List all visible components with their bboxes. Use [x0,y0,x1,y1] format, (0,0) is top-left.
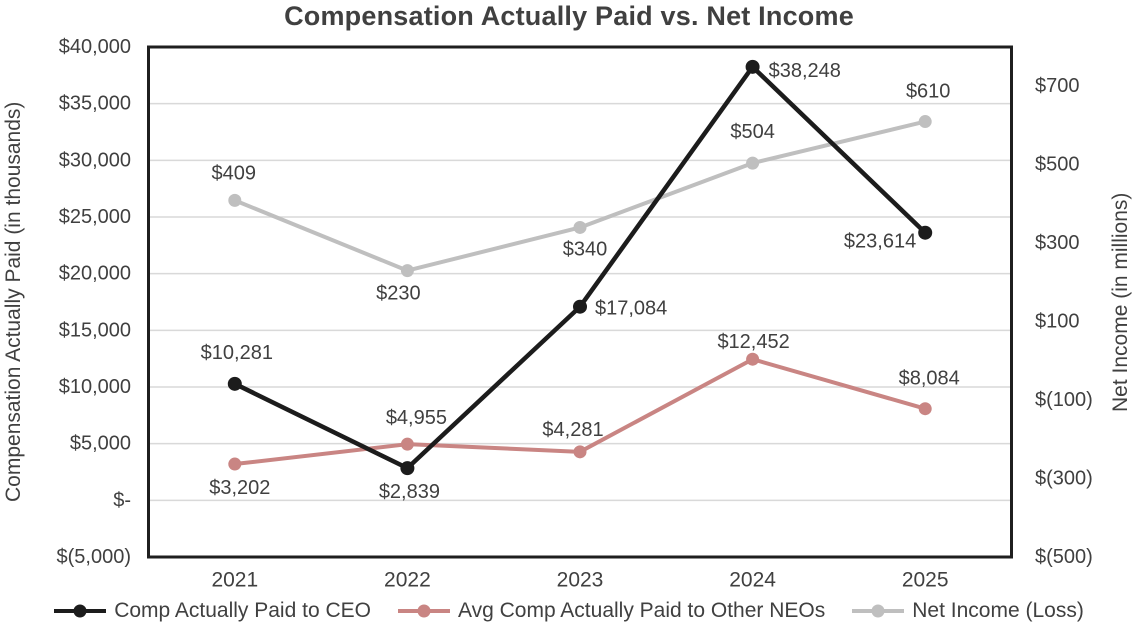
x-axis-tick-label: 2022 [384,569,431,592]
data-point [573,299,587,314]
legend-dot-icon [871,604,885,617]
legend: Comp Actually Paid to CEO Avg Comp Actual… [0,597,1138,624]
legend-item: Net Income (Loss) [852,599,1084,623]
data-point [745,59,760,74]
right-axis-tick-label: $(100) [1035,389,1093,411]
right-axis-tick-label: $(500) [1035,546,1093,568]
data-label: $4,281 [542,419,603,441]
legend-label: Comp Actually Paid to CEO [114,598,371,622]
data-point [918,115,932,129]
data-label: $409 [212,162,257,184]
data-point [573,220,587,234]
data-label: $12,452 [717,331,789,353]
data-point [228,193,242,207]
legend-marker-icon [397,604,450,617]
left-axis-tick-label: $- [113,489,131,511]
data-point [746,352,760,366]
legend-label: Net Income (Loss) [912,598,1084,622]
legend-item: Comp Actually Paid to CEO [54,599,371,623]
data-point [400,461,415,476]
right-axis-tick-label: $500 [1035,154,1080,176]
legend-dot-icon [73,604,87,617]
data-point [227,376,242,391]
right-axis-tick-label: $(300) [1035,468,1093,490]
data-label: $230 [376,283,421,305]
legend-marker-icon [54,604,107,617]
right-axis-tick-label: $100 [1035,311,1080,333]
left-axis-tick-label: $35,000 [59,93,131,115]
x-axis-tick-label: 2023 [557,569,604,592]
left-axis-tick-label: $40,000 [59,36,131,58]
data-label: $3,202 [209,477,270,499]
left-axis-tick-label: $20,000 [59,263,131,285]
data-label: $8,084 [899,368,960,390]
data-label: $23,614 [844,231,916,253]
data-point [573,445,587,459]
right-axis-tick-label: $300 [1035,232,1080,254]
legend-item: Avg Comp Actually Paid to Other NEOs [397,598,826,623]
data-label: $38,248 [769,60,841,82]
right-axis-tick-label: $700 [1035,75,1080,97]
legend-marker-icon [852,604,905,617]
data-label: $2,839 [379,481,440,503]
data-point [918,402,932,416]
data-label: $610 [906,81,951,103]
data-label: $17,084 [595,298,667,320]
x-axis-tick-label: 2025 [902,569,949,592]
left-axis-tick-label: $5,000 [70,433,131,455]
data-point [746,156,760,170]
series-line [233,64,927,471]
plot-frame [147,45,1013,559]
data-label: $4,955 [386,407,447,429]
data-point [400,437,414,451]
data-point [400,264,414,278]
left-axis-tick-label: $15,000 [59,319,131,341]
x-axis-tick-label: 2024 [729,569,776,592]
legend-label: Avg Comp Actually Paid to Other NEOs [457,598,826,622]
chart-title: Compensation Actually Paid vs. Net Incom… [284,1,854,31]
left-axis-tick-label: $30,000 [59,149,131,171]
left-axis-tick-label: $(5,000) [57,546,132,568]
left-axis-tick-label: $25,000 [59,206,131,228]
data-label: $10,281 [201,342,273,364]
legend-dot-icon [417,604,431,617]
left-axis-tick-label: $10,000 [59,376,131,398]
data-point [228,457,242,471]
x-axis-tick-label: 2021 [211,569,258,592]
data-label: $340 [563,238,608,260]
data-point [918,225,933,240]
data-label: $504 [730,121,775,143]
